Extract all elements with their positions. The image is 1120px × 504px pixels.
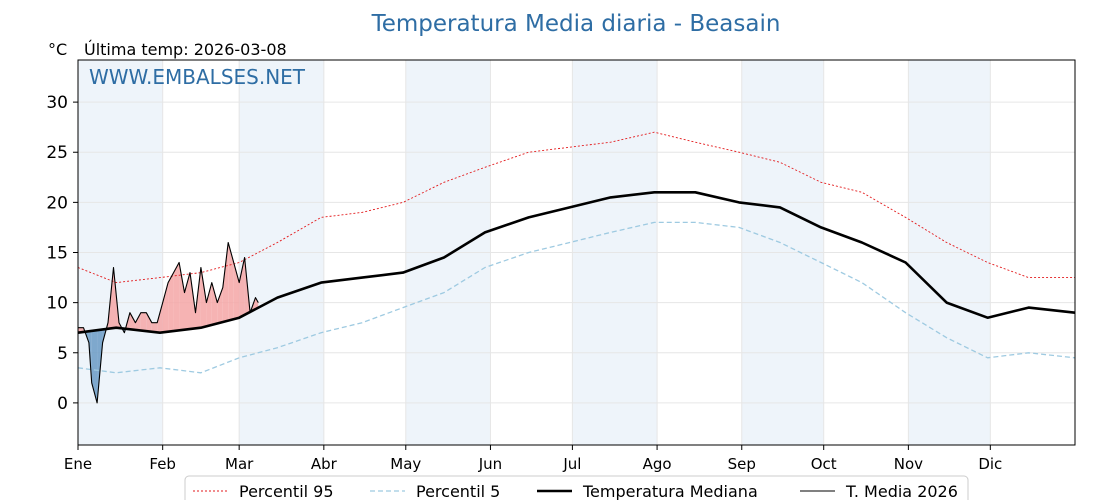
x-tick-label-abr: Abr	[311, 455, 338, 473]
above-median-fill	[179, 263, 184, 331]
x-tick-label-dic: Dic	[978, 455, 1002, 473]
unit-label: °C	[48, 40, 67, 59]
x-tick-label-jun: Jun	[478, 455, 502, 473]
y-tick-label: 0	[57, 394, 68, 414]
x-tick-label-may: May	[390, 455, 421, 473]
legend-label-p95: Percentil 95	[239, 482, 334, 500]
x-tick-label-mar: Mar	[225, 455, 254, 473]
chart-title: Temperatura Media diaria - Beasain	[371, 11, 781, 37]
x-axis: Ene Feb Mar Abr May Jun Jul Ago Sep Oct Nov Dic	[64, 445, 1002, 473]
y-tick-label: 20	[46, 193, 68, 213]
x-tick-label-ene: Ene	[64, 455, 92, 473]
above-median-fill	[212, 283, 218, 325]
y-tick-label: 25	[46, 143, 68, 163]
watermark: WWW.EMBALSES.NET	[89, 65, 306, 89]
legend-label-median: Temperatura Mediana	[582, 482, 758, 500]
last-temp-label: Última temp: 2026-03-08	[84, 40, 287, 59]
above-median-fill	[174, 263, 180, 332]
legend-label-p5: Percentil 5	[416, 482, 500, 500]
x-tick-label-sep: Sep	[728, 455, 756, 473]
legend: Percentil 95 Percentil 5 Temperatura Media…	[185, 476, 968, 500]
x-tick-label-nov: Nov	[894, 455, 923, 473]
x-tick-label-oct: Oct	[811, 455, 837, 473]
above-median-fill	[217, 288, 223, 324]
x-tick-label-feb: Feb	[149, 455, 176, 473]
y-axis: 0 5 10 15 20 25 30	[46, 93, 78, 414]
x-tick-label-jul: Jul	[562, 455, 581, 473]
above-median-fill	[163, 283, 168, 333]
legend-label-current: T. Media 2026	[845, 482, 958, 500]
above-median-fill	[206, 283, 211, 327]
y-tick-label: 5	[57, 344, 68, 364]
above-median-fill	[141, 313, 147, 331]
y-tick-label: 15	[46, 244, 68, 264]
y-tick-label: 30	[46, 93, 68, 113]
y-tick-label: 10	[46, 294, 68, 314]
x-tick-label-ago: Ago	[643, 455, 672, 473]
